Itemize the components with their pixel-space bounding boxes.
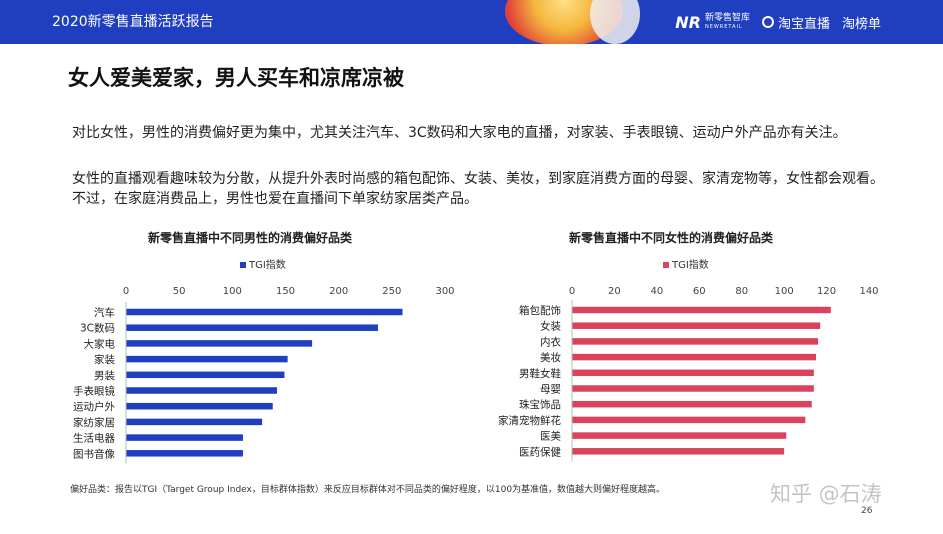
female-chart-title: 新零售直播中不同女性的消费偏好品类 xyxy=(569,231,774,245)
x-tick-label: 120 xyxy=(817,286,836,297)
partner-logos: NR 新零售智库 NEWRETAIL 淘宝直播 淘榜单 xyxy=(675,0,881,44)
bar xyxy=(126,418,263,426)
bar xyxy=(572,353,816,361)
category-label: 医美 xyxy=(540,430,561,443)
female-preference-chart: TGI指数 0 20 40 60 80 100 120 140 箱包配饰女装内衣美妆男鞋女鞋母婴珠… xyxy=(498,258,879,462)
category-label: 生活电器 xyxy=(73,432,115,445)
x-tick-label: 40 xyxy=(650,286,663,297)
x-tick-label: 140 xyxy=(859,286,878,297)
x-tick-label: 80 xyxy=(735,286,748,297)
x-tick-label: 100 xyxy=(223,286,242,297)
x-tick-label: 150 xyxy=(276,286,295,297)
category-label: 家纺家居 xyxy=(73,416,115,429)
footnote: 偏好品类：报告以TGI（Target Group Index，目标群体指数）来反… xyxy=(70,485,666,495)
category-label: 母婴 xyxy=(540,384,561,396)
x-tick-label: 50 xyxy=(173,286,186,297)
category-label: 家清宠物鲜花 xyxy=(498,414,561,427)
bar xyxy=(126,371,285,379)
legend: TGI指数 xyxy=(240,258,286,271)
x-tick-label: 100 xyxy=(775,286,794,297)
legend-label: TGI指数 xyxy=(671,258,709,271)
taobao-live-logo: 淘宝直播 xyxy=(761,13,830,32)
taobangdan-logo: 淘榜单 xyxy=(842,13,881,32)
taobao-live-name: 淘宝直播 xyxy=(777,16,830,32)
category-label: 男装 xyxy=(94,369,115,382)
bar xyxy=(572,322,821,329)
watermark: 知乎 @石涛 xyxy=(770,482,882,506)
page-number: 26 xyxy=(861,506,873,516)
bar xyxy=(126,450,243,457)
bar xyxy=(572,306,831,314)
legend: TGI指数 xyxy=(663,258,709,271)
paragraph-1: 对比女性，男性的消费偏好更为集中，尤其关注汽车、3C数码和大家电的直播，对家装、… xyxy=(72,125,847,141)
category-label: 家装 xyxy=(94,353,115,366)
legend-swatch xyxy=(663,262,669,268)
bar xyxy=(572,400,812,408)
category-label: 箱包配饰 xyxy=(519,304,561,317)
category-label: 女装 xyxy=(540,320,561,333)
x-tick-label: 200 xyxy=(329,286,348,297)
category-label: 医药保健 xyxy=(519,445,561,458)
bar xyxy=(572,369,814,377)
bar xyxy=(572,448,785,455)
x-tick-label: 0 xyxy=(123,286,129,297)
category-label: 手表眼镜 xyxy=(73,385,115,398)
category-label: 3C数码 xyxy=(80,322,115,335)
report-header: 2020新零售直播活跃报告 NR 新零售智库 NEWRETAIL 淘宝直播 淘榜… xyxy=(0,0,943,44)
category-label: 男鞋女鞋 xyxy=(519,367,561,380)
bar xyxy=(572,338,819,345)
category-label: 汽车 xyxy=(94,306,115,319)
page-title: 女人爱美爱家，男人买车和凉席凉被 xyxy=(68,66,404,90)
male-preference-chart: TGI指数 0 50 100 150 200 250 300 汽车 3C数码大家电家装男装手表眼镜… xyxy=(73,258,455,464)
report-title: 2020新零售直播活跃报告 xyxy=(52,14,214,30)
bar xyxy=(126,402,273,410)
male-chart-title: 新零售直播中不同男性的消费偏好品类 xyxy=(148,231,353,245)
newretail-sub: NEWRETAIL xyxy=(704,24,743,30)
category-label: 图书音像 xyxy=(73,447,115,460)
x-tick-label: 0 xyxy=(569,286,575,297)
taobao-live-icon xyxy=(761,16,774,28)
x-tick-label: 20 xyxy=(608,286,621,297)
category-label: 大家电 xyxy=(84,337,116,350)
newretail-logo: NR 新零售智库 NEWRETAIL xyxy=(675,13,750,32)
bar xyxy=(126,387,277,394)
legend-label: TGI指数 xyxy=(248,258,286,271)
bar xyxy=(126,324,379,331)
x-tick-label: 300 xyxy=(435,286,454,297)
taobangdan-name: 淘榜单 xyxy=(841,16,881,32)
newretail-mark: NR xyxy=(675,12,701,32)
bar xyxy=(126,355,288,363)
legend-swatch xyxy=(240,262,246,268)
category-label: 美妆 xyxy=(540,351,561,364)
bar xyxy=(572,432,787,439)
bar xyxy=(126,308,403,316)
bar xyxy=(126,434,243,441)
newretail-name: 新零售智库 xyxy=(704,13,750,23)
paragraph-2: 女性的直播观看趣味较为分散，从提升外表时尚感的箱包配饰、女装、美妆，到家庭消费方… xyxy=(72,171,884,207)
x-tick-label: 250 xyxy=(382,286,401,297)
bar xyxy=(572,416,806,424)
x-tick-label: 60 xyxy=(693,286,706,297)
category-label: 珠宝饰品 xyxy=(519,398,561,411)
category-label: 运动户外 xyxy=(73,400,115,413)
category-label: 内衣 xyxy=(540,335,561,348)
bar xyxy=(126,340,313,347)
bar xyxy=(572,385,814,392)
